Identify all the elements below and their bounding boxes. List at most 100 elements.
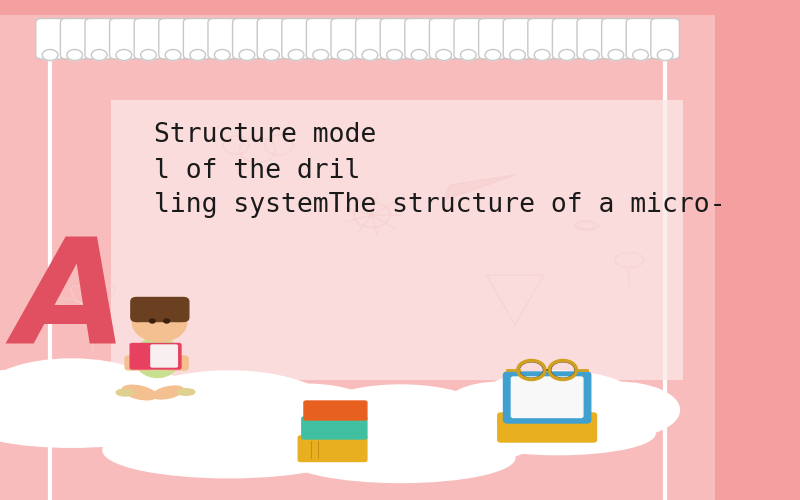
FancyBboxPatch shape xyxy=(602,18,630,59)
FancyBboxPatch shape xyxy=(134,18,162,59)
Ellipse shape xyxy=(42,50,58,60)
FancyBboxPatch shape xyxy=(163,356,188,370)
Ellipse shape xyxy=(122,385,157,400)
FancyBboxPatch shape xyxy=(233,18,261,59)
FancyBboxPatch shape xyxy=(304,401,367,420)
Ellipse shape xyxy=(466,402,588,448)
Ellipse shape xyxy=(608,50,624,60)
Ellipse shape xyxy=(190,50,206,60)
FancyBboxPatch shape xyxy=(282,18,310,59)
Ellipse shape xyxy=(313,50,329,60)
Ellipse shape xyxy=(111,409,268,470)
FancyBboxPatch shape xyxy=(380,18,409,59)
Ellipse shape xyxy=(461,412,655,455)
Ellipse shape xyxy=(658,50,673,60)
FancyBboxPatch shape xyxy=(302,417,367,439)
Ellipse shape xyxy=(239,50,254,60)
FancyBboxPatch shape xyxy=(158,18,187,59)
Text: A: A xyxy=(14,232,127,373)
Ellipse shape xyxy=(264,50,279,60)
Ellipse shape xyxy=(153,386,183,399)
FancyBboxPatch shape xyxy=(257,18,286,59)
Ellipse shape xyxy=(583,50,599,60)
Ellipse shape xyxy=(473,371,643,439)
FancyBboxPatch shape xyxy=(298,436,367,462)
Ellipse shape xyxy=(265,398,394,462)
FancyBboxPatch shape xyxy=(626,18,655,59)
Ellipse shape xyxy=(286,432,515,482)
FancyBboxPatch shape xyxy=(478,18,507,59)
Ellipse shape xyxy=(39,391,168,440)
FancyBboxPatch shape xyxy=(553,18,581,59)
Ellipse shape xyxy=(300,385,501,465)
Ellipse shape xyxy=(91,50,107,60)
Ellipse shape xyxy=(411,50,427,60)
FancyBboxPatch shape xyxy=(36,18,64,59)
Ellipse shape xyxy=(0,391,104,440)
FancyBboxPatch shape xyxy=(355,18,384,59)
Circle shape xyxy=(150,319,155,323)
FancyBboxPatch shape xyxy=(511,377,583,418)
Polygon shape xyxy=(443,175,515,200)
Ellipse shape xyxy=(172,310,186,322)
Ellipse shape xyxy=(214,50,230,60)
FancyBboxPatch shape xyxy=(454,18,482,59)
FancyBboxPatch shape xyxy=(183,18,212,59)
Ellipse shape xyxy=(485,50,501,60)
FancyBboxPatch shape xyxy=(111,100,683,380)
FancyBboxPatch shape xyxy=(430,18,458,59)
Ellipse shape xyxy=(79,384,221,456)
Ellipse shape xyxy=(558,382,679,438)
Ellipse shape xyxy=(362,50,378,60)
FancyBboxPatch shape xyxy=(60,18,89,59)
Ellipse shape xyxy=(103,423,354,478)
Ellipse shape xyxy=(534,50,550,60)
FancyBboxPatch shape xyxy=(503,372,590,423)
Ellipse shape xyxy=(71,371,200,429)
Ellipse shape xyxy=(633,50,649,60)
Text: Structure mode
l of the dril
ling systemThe structure of a micro-: Structure mode l of the dril ling system… xyxy=(154,122,726,218)
Ellipse shape xyxy=(116,50,132,60)
FancyBboxPatch shape xyxy=(331,18,360,59)
FancyBboxPatch shape xyxy=(130,344,181,369)
Ellipse shape xyxy=(141,50,156,60)
Ellipse shape xyxy=(436,50,451,60)
Ellipse shape xyxy=(386,50,402,60)
FancyBboxPatch shape xyxy=(651,18,679,59)
Circle shape xyxy=(132,304,186,342)
Ellipse shape xyxy=(118,371,339,459)
Ellipse shape xyxy=(559,50,574,60)
Ellipse shape xyxy=(0,402,174,447)
Ellipse shape xyxy=(527,402,649,448)
Ellipse shape xyxy=(166,50,181,60)
FancyBboxPatch shape xyxy=(0,15,715,500)
FancyBboxPatch shape xyxy=(503,18,532,59)
FancyBboxPatch shape xyxy=(528,18,557,59)
Circle shape xyxy=(164,319,170,323)
Ellipse shape xyxy=(338,50,353,60)
FancyBboxPatch shape xyxy=(125,356,152,370)
Ellipse shape xyxy=(131,310,145,322)
FancyBboxPatch shape xyxy=(208,18,237,59)
FancyBboxPatch shape xyxy=(498,413,597,442)
FancyBboxPatch shape xyxy=(577,18,606,59)
Ellipse shape xyxy=(461,50,476,60)
FancyBboxPatch shape xyxy=(85,18,114,59)
Ellipse shape xyxy=(365,420,508,475)
Ellipse shape xyxy=(116,389,134,396)
FancyBboxPatch shape xyxy=(306,18,335,59)
Ellipse shape xyxy=(190,409,347,470)
Ellipse shape xyxy=(288,50,304,60)
Ellipse shape xyxy=(66,50,82,60)
Ellipse shape xyxy=(401,398,543,462)
FancyBboxPatch shape xyxy=(405,18,434,59)
FancyBboxPatch shape xyxy=(151,345,178,367)
FancyBboxPatch shape xyxy=(131,298,189,322)
Ellipse shape xyxy=(177,389,195,395)
Ellipse shape xyxy=(442,382,552,438)
Ellipse shape xyxy=(510,50,526,60)
Ellipse shape xyxy=(294,420,436,475)
Ellipse shape xyxy=(0,359,162,431)
Ellipse shape xyxy=(134,338,181,378)
Ellipse shape xyxy=(229,384,386,456)
